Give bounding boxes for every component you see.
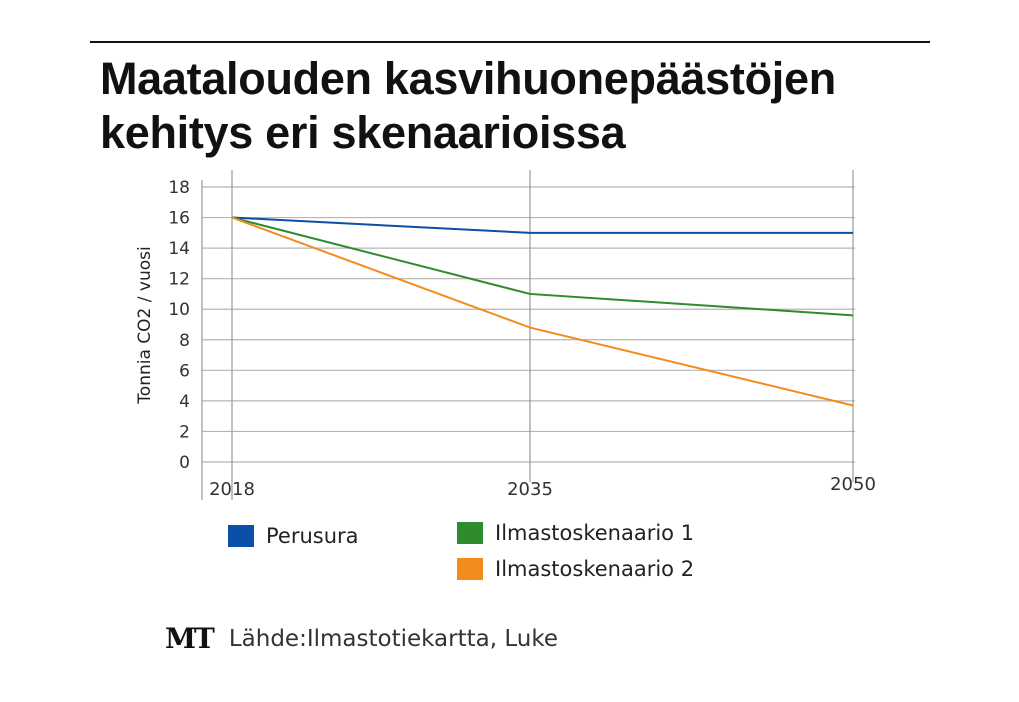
- legend-swatch: [457, 522, 483, 544]
- legend-swatch: [228, 525, 254, 547]
- y-tick-label: 8: [179, 331, 190, 351]
- legend-label: Ilmastoskenaario 2: [495, 557, 695, 581]
- y-tick-label: 16: [168, 209, 190, 229]
- y-axis-label: Tonnia CO2 / vuosi: [135, 246, 155, 404]
- y-tick-label: 14: [168, 239, 190, 259]
- y-tick-label: 6: [179, 361, 190, 381]
- y-tick-label: 12: [168, 270, 190, 290]
- series-line-perusura: [231, 216, 853, 234]
- legend-item-ilmastoskenaario-2: Ilmastoskenaario 2: [457, 557, 694, 581]
- source-line: MT Lähde:Ilmastotiekartta, Luke: [165, 622, 558, 655]
- x-tick-label: 2018: [209, 479, 255, 500]
- y-tick-label: 2: [179, 422, 190, 442]
- legend-item-ilmastoskenaario-1: Ilmastoskenaario 1: [457, 521, 694, 545]
- series-line-ilmastoskenaario-2: [231, 216, 854, 407]
- title-line-2: kehitys eri skenaarioissa: [100, 107, 626, 158]
- y-tick-label: 10: [168, 300, 190, 320]
- y-tick-label: 4: [179, 392, 190, 412]
- y-tick-label: 0: [179, 453, 190, 473]
- legend-swatch: [457, 558, 483, 580]
- x-tick-label: 2050: [830, 474, 876, 495]
- chart-title: Maatalouden kasvihuonepäästöjen kehitys …: [100, 52, 836, 160]
- title-line-1: Maatalouden kasvihuonepäästöjen: [100, 53, 836, 104]
- y-tick-label: 18: [168, 178, 190, 198]
- mt-logo: MT: [165, 622, 215, 655]
- legend-label: Perusura: [266, 524, 359, 548]
- legend-item-perusura: Perusura: [228, 524, 359, 548]
- top-rule: [90, 41, 930, 43]
- legend-label: Ilmastoskenaario 1: [495, 521, 695, 545]
- x-tick-label: 2035: [507, 479, 553, 500]
- source-text: Lähde:Ilmastotiekartta, Luke: [228, 625, 558, 652]
- series-line-ilmastoskenaario-1: [231, 216, 854, 317]
